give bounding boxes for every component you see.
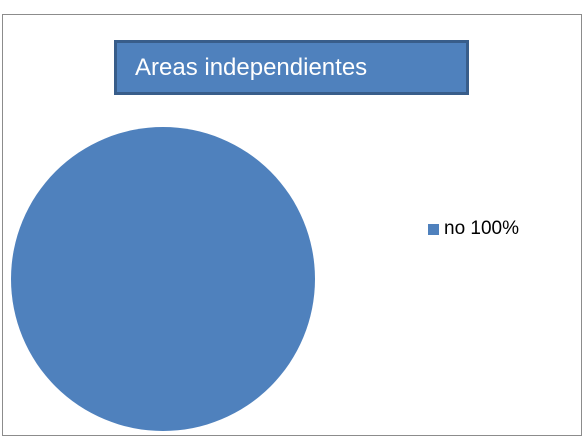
pie-plot [11, 127, 315, 431]
legend: no 100% [428, 218, 519, 240]
chart-title: Areas independientes [114, 40, 469, 95]
chart-title-text: Areas independientes [135, 54, 368, 81]
legend-entry-label: no 100% [444, 218, 520, 239]
pie-slice-no [11, 127, 315, 431]
chart-frame: Areas independientes no 100% [2, 14, 582, 436]
legend-swatch [428, 223, 439, 235]
